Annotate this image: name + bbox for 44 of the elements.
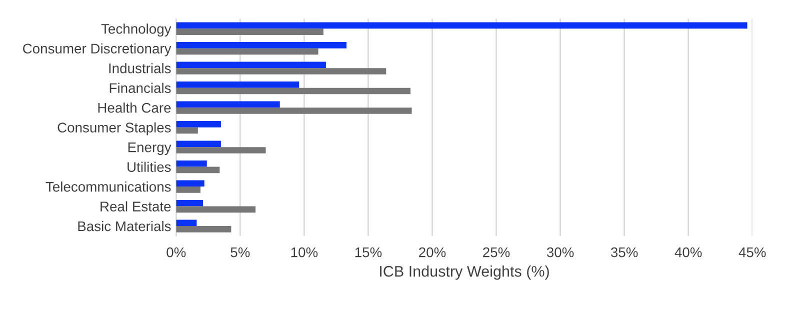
bar (176, 121, 221, 128)
bar (176, 22, 748, 29)
y-tick-label: Telecommunications (46, 182, 171, 192)
y-tick-label: Consumer Staples (58, 122, 171, 136)
bar (176, 28, 324, 35)
bar (176, 82, 300, 88)
bar (176, 108, 412, 114)
x-axis-title: ICB Industry Weights (%) (380, 266, 549, 280)
y-tick-label: Industrials (109, 63, 171, 74)
bar (176, 160, 207, 167)
bar (176, 186, 200, 193)
x-tick-label: 45% (738, 247, 766, 258)
y-tick-label: Financials (110, 82, 171, 94)
bar (176, 200, 204, 206)
bar (176, 62, 326, 68)
bar (176, 140, 221, 148)
y-tick-label: Real Estate (100, 201, 171, 212)
y-tick-label: Energy (128, 142, 172, 155)
x-tick-label: 25% (483, 247, 510, 258)
bar (176, 147, 266, 154)
x-tick-label: 10% (291, 247, 318, 258)
x-tick-label: 40% (674, 247, 702, 258)
bar (176, 226, 232, 232)
y-tick-label: Technology (101, 24, 172, 37)
x-tick-label: 35% (610, 247, 638, 258)
bar (176, 68, 386, 74)
x-tick-label: 5% (230, 247, 250, 258)
x-tick-label: 30% (546, 247, 574, 258)
x-tick-label: 20% (419, 247, 446, 258)
bar (176, 180, 204, 187)
y-tick-label: Utilities (128, 162, 171, 172)
bar (176, 127, 198, 134)
x-tick-label: 15% (355, 247, 382, 258)
bar (176, 42, 346, 48)
bar (176, 88, 410, 94)
bar (176, 166, 220, 174)
bar (176, 48, 318, 55)
y-tick-label: Health Care (98, 102, 171, 113)
y-tick-label: Consumer Discretionary (23, 43, 172, 56)
bar (176, 220, 197, 226)
y-tick-label: Basic Materials (78, 220, 171, 232)
bar (176, 101, 280, 108)
bar (176, 206, 256, 213)
x-tick-label: 0% (166, 247, 186, 258)
